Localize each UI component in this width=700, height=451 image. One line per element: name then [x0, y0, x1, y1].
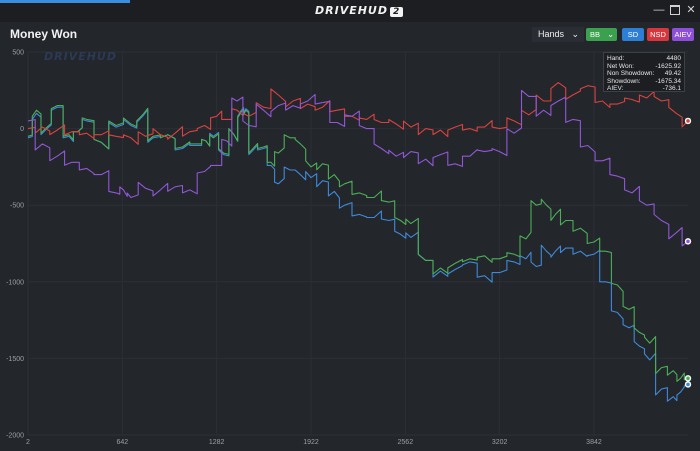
app-logo: DRIVEHUD 2 [315, 4, 404, 17]
tooltip-label: Net Won: [607, 62, 634, 70]
hands-select-value: Hands [538, 29, 565, 39]
series-end-dot [686, 376, 690, 381]
x-tick-label: 2 [26, 439, 30, 446]
accent-bar [0, 0, 130, 3]
close-icon: ✕ [686, 4, 696, 16]
tooltip-label: Hand: [607, 55, 625, 62]
y-tick-label: 500 [12, 50, 24, 57]
x-tick-label: 3202 [492, 439, 508, 446]
hover-tooltip: Hand: 4480 Net Won: -1625.92 Non Showdown:… [603, 52, 685, 92]
chart-watermark: DRIVEHUD [44, 50, 117, 63]
tooltip-label: Showdown: [607, 77, 641, 85]
tooltip-row-non-showdown: Non Showdown: 49.42 [607, 70, 681, 78]
x-axis-mode-select[interactable]: Hands ⌄ [532, 27, 584, 42]
tooltip-row-showdown: Showdown: -1675.34 [607, 78, 681, 86]
series-end-dot [686, 239, 690, 244]
aiev-toggle-button[interactable]: AIEV [672, 28, 694, 41]
tooltip-value: -1625.92 [655, 62, 681, 70]
brand-text: DRIVEHUD [315, 4, 388, 17]
series-end-dot [686, 382, 690, 387]
y-tick-label: -1500 [6, 356, 24, 363]
minimize-button[interactable]: — [652, 3, 666, 17]
close-button[interactable]: ✕ [684, 3, 698, 17]
series-line-aiev [27, 89, 689, 247]
x-tick-label: 1282 [209, 439, 225, 446]
tooltip-value: -736.1 [662, 85, 681, 93]
x-tick-label: 1922 [303, 439, 319, 446]
tooltip-row-aiev: AIEV: -736.1 [607, 85, 681, 93]
tooltip-value: 49.42 [664, 70, 681, 78]
x-tick-label: 2562 [398, 439, 414, 446]
tooltip-row-net-won: Net Won: -1625.92 [607, 63, 681, 71]
tooltip-value: -1675.34 [655, 77, 681, 85]
chevron-down-icon: ⌄ [607, 30, 614, 39]
tooltip-label: Non Showdown: [607, 70, 655, 78]
tooltip-value: 4480 [666, 55, 681, 62]
tooltip-row-hand: Hand: 4480 [607, 55, 681, 63]
sd-toggle-button[interactable]: SD [622, 28, 644, 41]
tooltip-label: AIEV: [607, 85, 624, 93]
brand-badge: 2 [390, 7, 404, 17]
nsd-toggle-button[interactable]: NSD [647, 28, 669, 41]
chevron-down-icon: ⌄ [571, 29, 579, 39]
series-end-dot [686, 119, 690, 123]
series-line-showdown [27, 105, 689, 382]
series-line-net-won [27, 106, 689, 402]
series-line-non-showdown [27, 82, 689, 145]
bb-label: BB [590, 30, 601, 39]
y-tick-label: -1000 [6, 279, 24, 286]
page-title: Money Won [10, 27, 78, 41]
y-tick-label: -2000 [6, 433, 24, 440]
x-tick-label: 642 [116, 439, 128, 446]
maximize-button[interactable] [668, 3, 682, 17]
maximize-icon [670, 5, 680, 15]
y-tick-label: -500 [10, 203, 24, 210]
bb-unit-button[interactable]: BB ⌄ [586, 28, 617, 41]
x-tick-label: 3842 [586, 439, 602, 446]
minimize-icon: — [653, 4, 665, 16]
title-bar: DRIVEHUD 2 — ✕ [0, 0, 700, 22]
y-tick-label: 0 [20, 126, 24, 133]
